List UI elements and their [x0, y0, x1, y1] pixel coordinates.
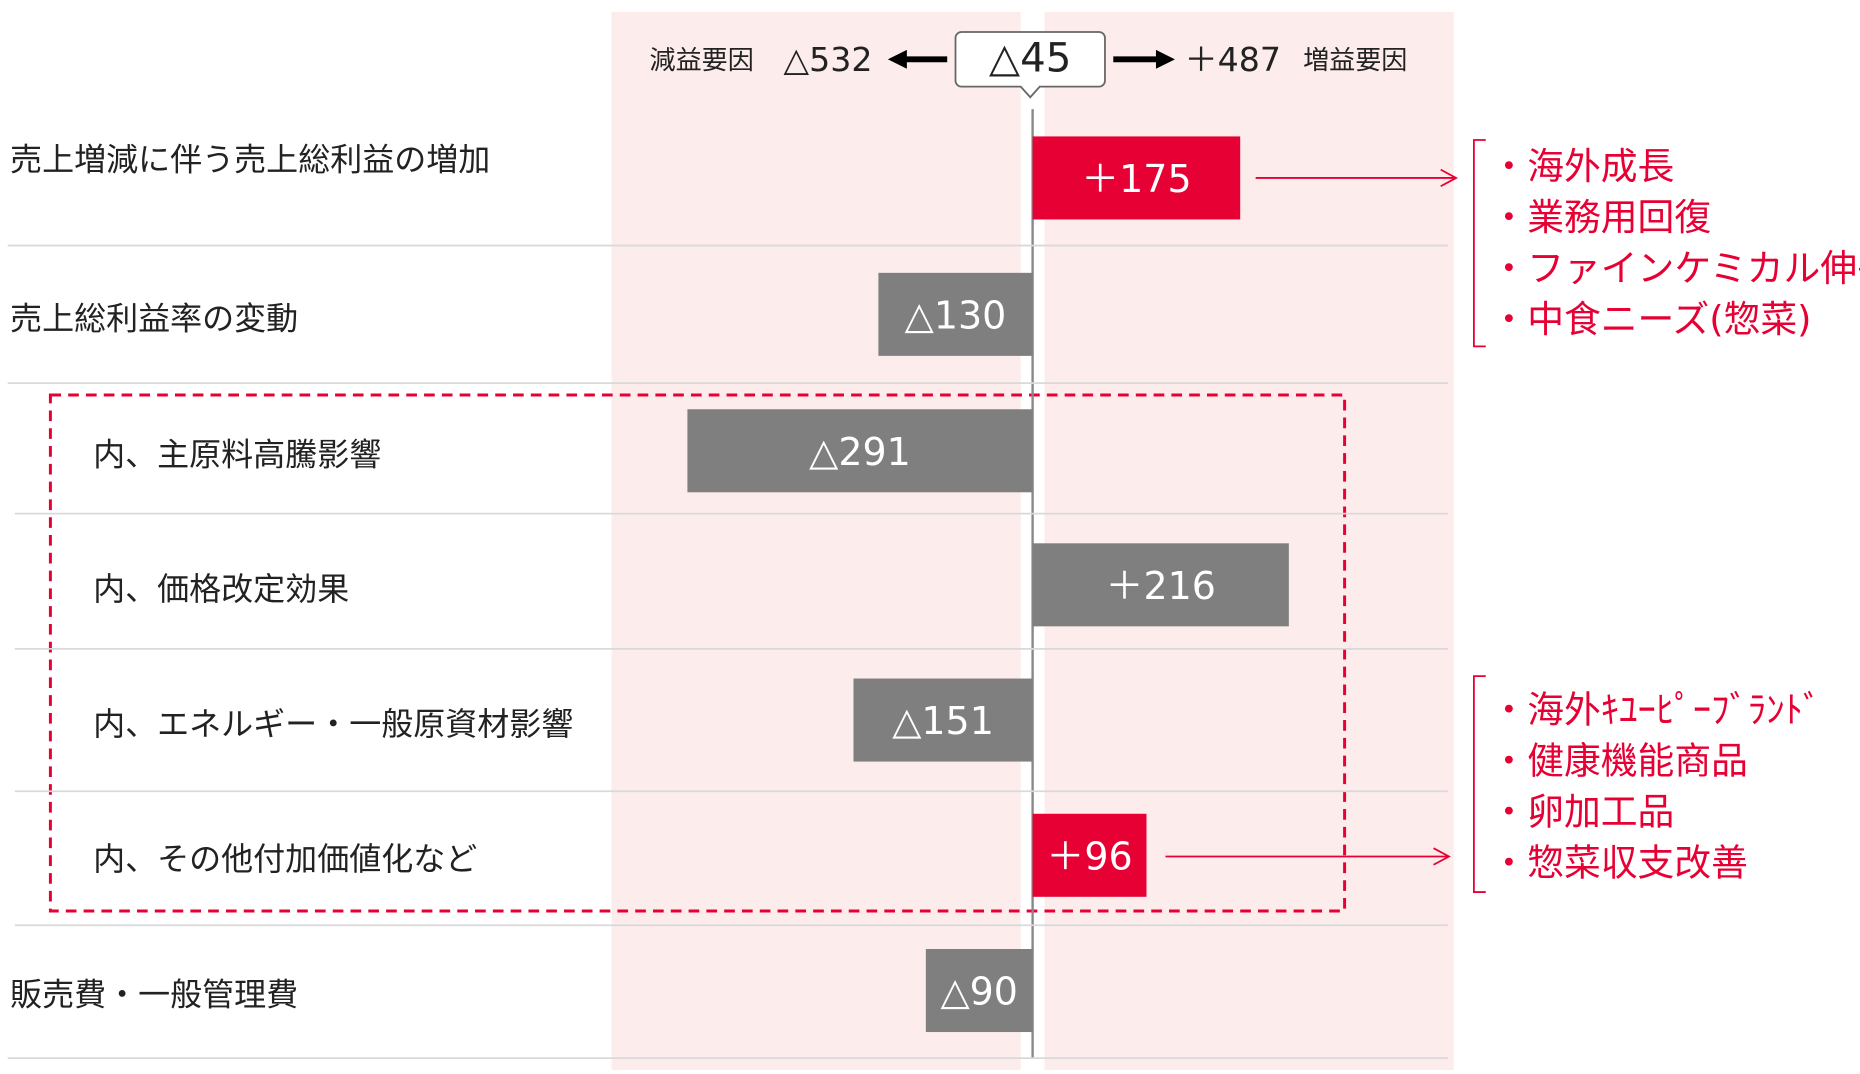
bar — [853, 678, 1033, 762]
annotation-item: ・ファインケミカル伸長 — [1491, 247, 1860, 290]
left-label: 減益要因 — [650, 46, 754, 76]
category-label: 販売費・一般管理費 — [10, 975, 298, 1013]
net-total: △45 — [989, 34, 1071, 81]
category-label: 内、エネルギー・一般原資材影響 — [93, 705, 573, 743]
value-label: ＋96 — [1046, 834, 1132, 878]
annotation-item: ・業務用回復 — [1491, 196, 1712, 239]
annotation-item: ・健康機能商品 — [1491, 739, 1748, 782]
annotation-item: ・惣菜収支改善 — [1491, 841, 1748, 884]
left-arrow — [887, 49, 948, 69]
value-label: △130 — [905, 293, 1007, 337]
left-total: △532 — [784, 40, 873, 79]
right-arrow — [1113, 49, 1175, 69]
net-callout — [954, 31, 1106, 99]
annotation-item: ・海外成長 — [1491, 145, 1675, 188]
value-label: △151 — [892, 699, 994, 743]
category-label: 内、主原料高騰影響 — [93, 436, 381, 474]
annotation-item: ・中食ニーズ(惣菜) — [1491, 298, 1812, 341]
dashed-group-box — [48, 393, 1347, 913]
category-label: 内、価格改定効果 — [93, 570, 349, 608]
bar — [925, 949, 1033, 1033]
bar — [1032, 543, 1289, 627]
value-label: ＋216 — [1106, 564, 1216, 608]
value-label: △90 — [940, 970, 1017, 1014]
value-label: ＋175 — [1081, 157, 1191, 201]
category-label: 売上増減に伴う売上総利益の増加 — [10, 140, 490, 178]
annotation-arrow — [1165, 168, 1458, 866]
bar — [687, 409, 1033, 493]
value-label: △291 — [809, 430, 911, 474]
annotation-item: ・卵加工品 — [1491, 790, 1675, 833]
category-label: 内、その他付加価値化など — [93, 840, 477, 878]
annotation-bracket — [1473, 139, 1486, 893]
bar — [1032, 813, 1147, 897]
right-total: ＋487 — [1184, 40, 1281, 79]
annotation-item: ・海外ｷﾕｰﾋﾟｰﾌﾞﾗﾝﾄﾞ — [1491, 688, 1822, 731]
bar — [878, 272, 1033, 356]
decrease-band — [611, 11, 1021, 1070]
bar — [1032, 136, 1241, 220]
category-label: 売上総利益率の変動 — [10, 299, 298, 337]
right-label: 増益要因 — [1303, 46, 1407, 76]
